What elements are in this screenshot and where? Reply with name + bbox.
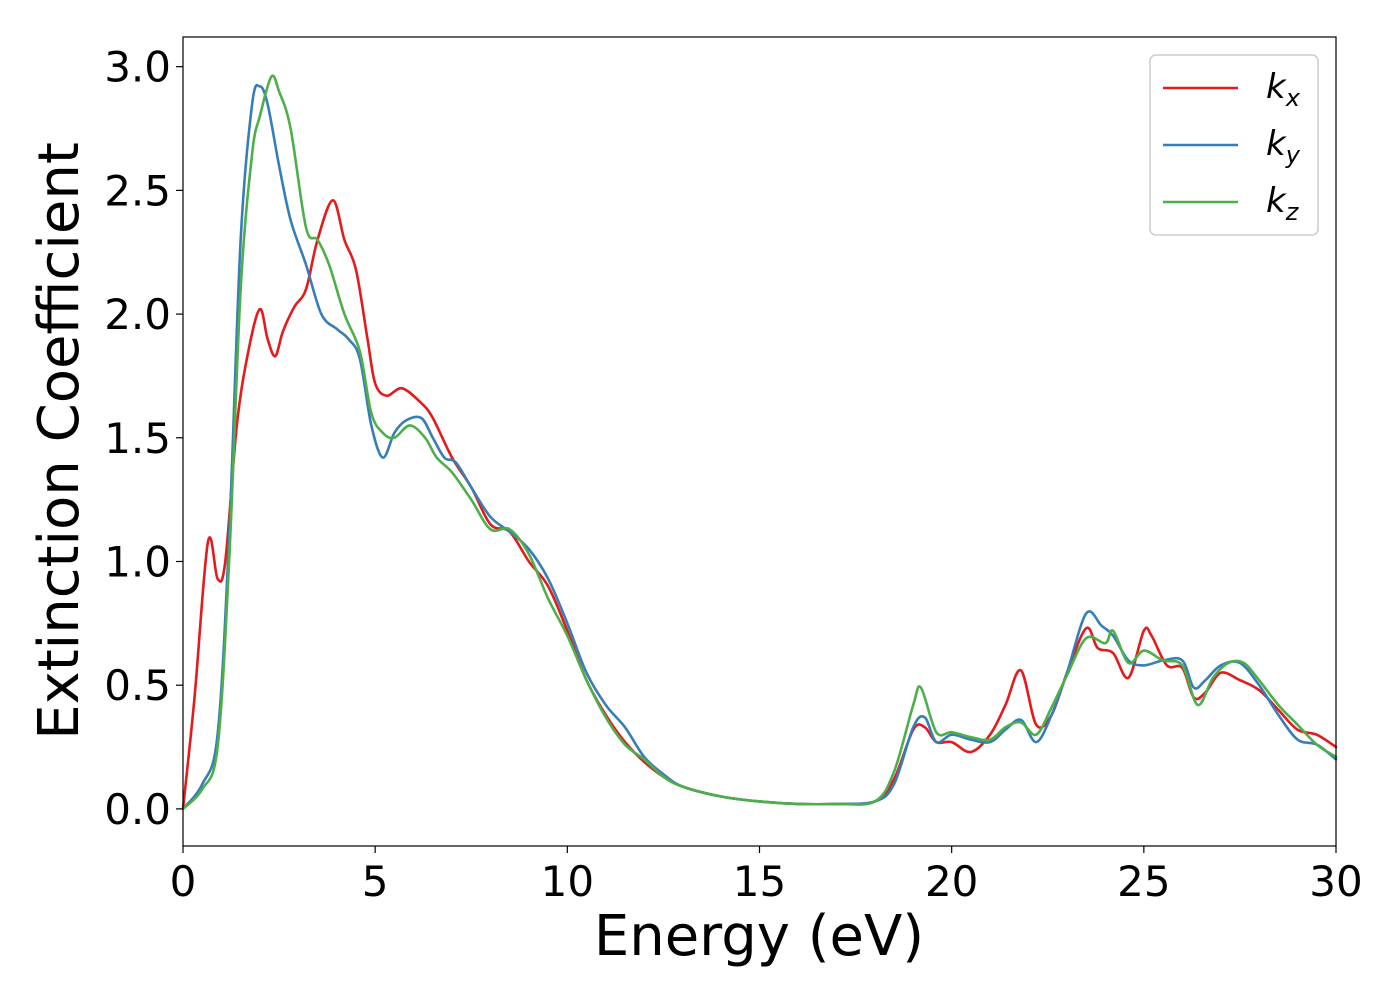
y-tick-label: 2.0 [104,290,171,339]
series-line-kz [181,74,1338,811]
x-tick-label: 20 [925,857,978,906]
x-axis-title: Energy (eV) [594,904,924,969]
legend-label-base: k [1266,124,1287,164]
y-tick-label: 1.0 [104,537,171,586]
y-tick-label: 0.5 [104,661,171,710]
legend-label-base: k [1266,67,1287,107]
x-tick-label: 30 [1309,857,1362,906]
legend-label-subscript: y [1285,141,1301,169]
y-tick-label: 0.0 [104,785,171,834]
legend-label-ky: ky [1266,124,1301,169]
x-tick-label: 5 [362,857,389,906]
y-tick-label: 1.5 [104,414,171,463]
y-tick-label: 3.0 [104,43,171,92]
x-tick-label: 15 [733,857,786,906]
legend-label-kx: kx [1266,67,1301,112]
legend-label-subscript: x [1285,84,1301,112]
x-tick-label: 0 [170,857,197,906]
x-tick-label: 25 [1117,857,1170,906]
x-tick-label: 10 [541,857,594,906]
x-axis-ticks: 0 5 10 15 20 25 30 [170,846,1363,906]
legend-label-subscript: z [1285,198,1300,226]
y-axis-title: Extinction Coefficient [27,142,92,740]
series-layer [181,74,1338,811]
legend-label-base: k [1266,181,1287,221]
legend-label-kz: kz [1266,181,1300,226]
y-tick-label: 2.5 [104,166,171,215]
y-axis-ticks: 0.0 0.5 1.0 1.5 2.0 2.5 3.0 [104,43,183,834]
